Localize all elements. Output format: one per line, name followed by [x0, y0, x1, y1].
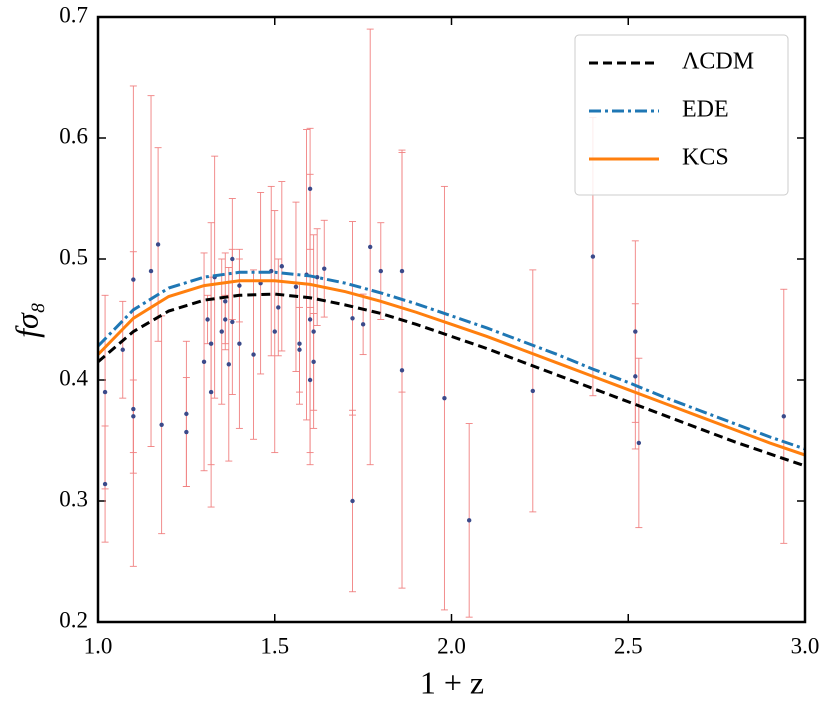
data-point: [781, 414, 786, 419]
data-point: [230, 319, 235, 325]
data-point: [201, 359, 207, 365]
legend-label: KCS: [682, 145, 729, 171]
data-point: [311, 329, 316, 334]
data-point: [350, 316, 355, 321]
curve: [98, 270, 805, 451]
data-point: [131, 414, 136, 419]
data-point: [251, 352, 256, 357]
data-point: [350, 498, 355, 504]
data-point: [636, 440, 642, 446]
data-point: [442, 395, 447, 401]
data-point: [237, 341, 242, 346]
y-tick-label: 0.4: [59, 365, 88, 390]
data-point: [223, 299, 228, 304]
data-point: [226, 362, 231, 367]
legend-label: EDE: [682, 97, 729, 123]
data-point: [131, 406, 136, 412]
data-point: [120, 347, 125, 352]
x-axis-label: 1 + z: [420, 664, 484, 700]
data-point: [219, 329, 224, 334]
y-tick-label: 0.6: [59, 123, 88, 148]
data-point: [184, 429, 189, 435]
data-point: [131, 277, 136, 282]
data-point: [272, 329, 277, 334]
data-point: [307, 317, 313, 322]
data-point: [399, 368, 405, 373]
data-point: [205, 317, 210, 322]
y-tick-label: 0.7: [59, 2, 88, 27]
data-point: [297, 347, 302, 352]
data-point: [208, 341, 214, 346]
x-tick-label: 3.0: [791, 633, 820, 658]
data-point: [297, 341, 302, 346]
data-point: [633, 374, 638, 379]
x-tick-label: 2.5: [614, 633, 643, 658]
y-axis-label: fσ₈: [8, 302, 44, 338]
data-point: [184, 411, 189, 417]
x-tick-label: 1.5: [260, 633, 289, 658]
data-point: [307, 377, 313, 383]
y-tick-label: 0.5: [59, 244, 88, 269]
legend-box: [574, 34, 789, 196]
data-point: [307, 186, 313, 192]
data-point: [148, 268, 154, 274]
data-point: [633, 329, 638, 334]
data-point: [230, 256, 235, 262]
data-point: [322, 266, 327, 271]
data-point: [311, 359, 316, 365]
data-point: [293, 284, 299, 290]
x-tick-label: 1.0: [84, 633, 113, 658]
data-point: [208, 389, 214, 395]
data-point: [367, 244, 373, 250]
data-point: [159, 422, 164, 427]
data-point: [279, 264, 285, 269]
plot-frame: [96, 15, 807, 624]
data-point: [276, 305, 281, 310]
legend-label: ΛCDM: [682, 49, 754, 75]
curve: [98, 279, 805, 457]
data-point: [530, 388, 536, 394]
data-point: [590, 254, 596, 259]
x-tick-label: 2.0: [437, 633, 466, 658]
data-point: [237, 283, 242, 288]
y-tick-label: 0.2: [59, 607, 88, 632]
y-tick-label: 0.3: [59, 486, 88, 511]
data-point: [466, 518, 472, 523]
data-point: [399, 268, 405, 274]
data-point: [360, 322, 366, 327]
data-point: [378, 268, 383, 274]
data-point: [155, 242, 161, 247]
data-point: [102, 389, 108, 395]
data-point: [223, 317, 228, 322]
data-point: [102, 481, 108, 487]
